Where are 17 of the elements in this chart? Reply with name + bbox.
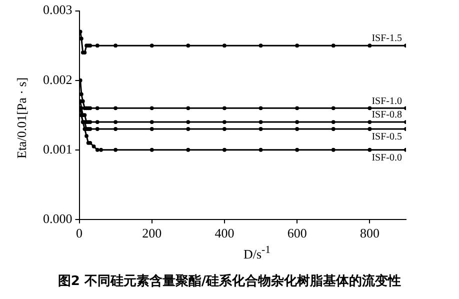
y-tick-label: 0.002: [43, 72, 72, 87]
x-tick-label: 200: [142, 226, 162, 241]
x-tick-label: 800: [360, 226, 380, 241]
y-tick-label: 0.001: [43, 141, 72, 156]
series-label: ISF-0.5: [372, 132, 402, 143]
series-label: ISF-0.8: [372, 110, 402, 121]
y-tick-label: 0.000: [43, 210, 72, 226]
x-tick-label: 600: [287, 226, 307, 241]
y-axis-title: Eta/0.01[Pa · s]: [14, 77, 30, 159]
series-label: ISF-0.0: [372, 152, 402, 164]
series-label: ISF-1.5: [372, 33, 402, 44]
series-label: ISF-1.0: [372, 96, 402, 107]
x-tick-label: 0: [76, 226, 82, 241]
x-tick-label: 400: [214, 226, 234, 241]
text: 图2 不同硅元素含量聚酯/硅系化合物杂化树脂基体的流变性: [56, 272, 402, 290]
x-axis-title: D/s$^{-1}$: [243, 244, 271, 262]
y-tick-label: 0.003: [43, 2, 72, 18]
